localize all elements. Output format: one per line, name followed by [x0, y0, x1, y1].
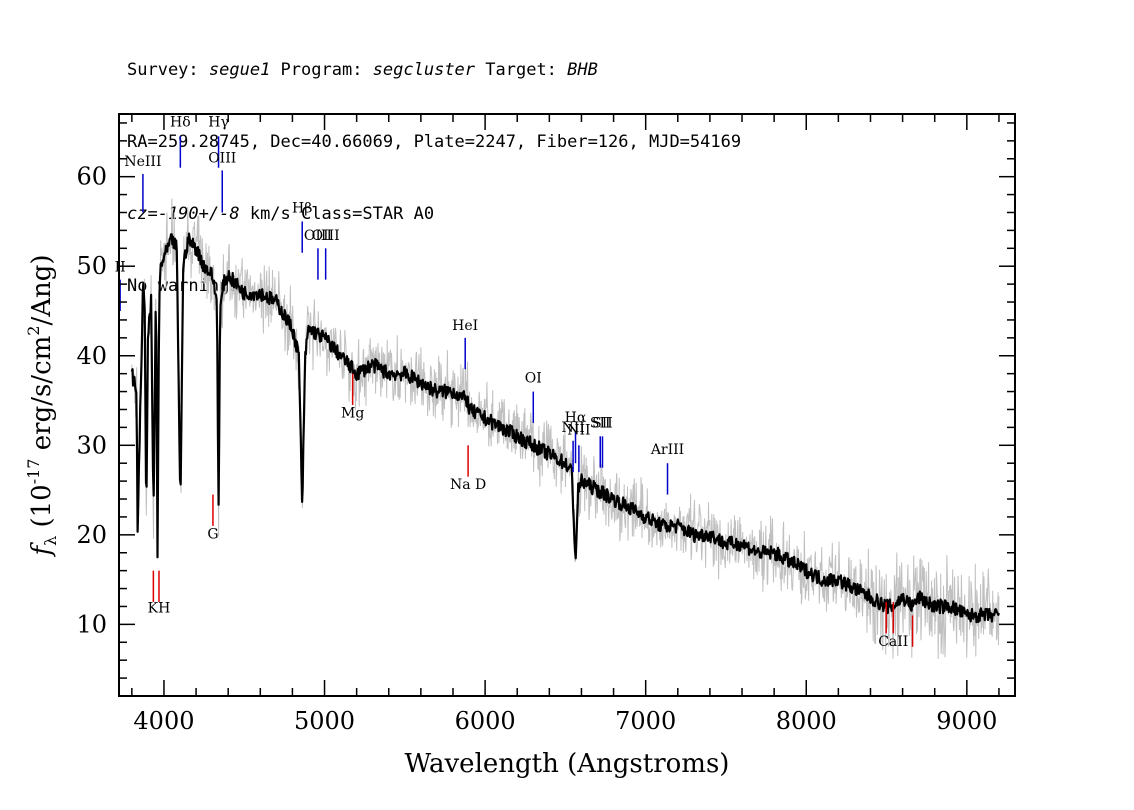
x-tick-label: 4000	[133, 707, 194, 735]
emission-line-label: NII	[561, 420, 584, 436]
emission-line-label: ArIII	[650, 442, 684, 458]
absorption-line-label: Na D	[450, 477, 486, 493]
emission-line-label: SII	[592, 415, 613, 431]
survey-value: segue1	[208, 60, 271, 80]
header-line-2: RA=259.28745, Dec=40.66069, Plate=2247, …	[127, 132, 742, 152]
emission-line-label: II	[115, 260, 126, 276]
emission-line-label: OI	[525, 371, 542, 387]
target-value: BHB	[567, 60, 598, 80]
x-tick-label: 9000	[936, 707, 997, 735]
noise-band	[131, 198, 1000, 660]
emission-line-label: NII	[567, 423, 590, 439]
absorption-line-label: G	[207, 526, 218, 542]
header-line-1: Survey: segue1 Program: segcluster Targe…	[127, 58, 741, 82]
y-tick-label: 20	[76, 521, 107, 549]
program-value: segcluster	[372, 60, 476, 80]
x-axis-label: Wavelength (Angstroms)	[405, 749, 730, 779]
emission-line-label: OIII	[304, 228, 332, 244]
emission-line-label: OIII	[312, 228, 340, 244]
plot-frame	[118, 113, 1016, 697]
y-tick-label: 40	[76, 342, 107, 370]
spectrum-series	[130, 232, 1000, 624]
emission-line-label: Hγ	[208, 115, 229, 131]
spectrum-header: Survey: segue1 Program: segcluster Targe…	[127, 10, 741, 322]
class-text: km/s Class=STAR A0	[239, 204, 435, 224]
absorption-line-label: Mg	[341, 406, 364, 422]
redshift-value: cz=-190+/-8	[127, 204, 240, 224]
emission-line-label: Hδ	[170, 115, 191, 131]
header-line-3: cz=-190+/-8 km/s Class=STAR A0	[127, 202, 741, 226]
x-tick-label: 7000	[615, 707, 676, 735]
spectrum-line	[130, 232, 1000, 624]
emission-line-label: Hβ	[292, 200, 312, 216]
absorption-line-label: CaII	[878, 634, 908, 650]
x-tick-label: 6000	[455, 707, 516, 735]
survey-label: Survey:	[127, 60, 209, 80]
svg-text:fλ (10-17 erg/s/cm2/Ang): fλ (10-17 erg/s/cm2/Ang)	[24, 254, 60, 557]
x-tick-label: 5000	[294, 707, 355, 735]
y-tick-label: 10	[76, 610, 107, 638]
emission-line-label: HeI	[452, 318, 478, 334]
absorption-line-label: KH	[148, 601, 171, 617]
program-label: Program:	[270, 60, 373, 80]
x-tick-label: 8000	[776, 707, 837, 735]
y-axis-label: fλ (10-17 erg/s/cm2/Ang)	[24, 254, 60, 557]
emission-line-label: OIII	[208, 150, 236, 166]
emission-line-label: Hα	[565, 410, 587, 426]
axis-ticks: 4000 5000 6000 7000 8000 9000 10 20 30 40 50 60	[76, 114, 1015, 735]
emission-line-label: SII	[590, 415, 611, 431]
emission-line-label: NeIII	[124, 154, 161, 170]
target-label: Target:	[475, 60, 568, 80]
y-tick-label: 30	[76, 431, 107, 459]
y-tick-label: 60	[76, 163, 107, 191]
y-tick-label: 50	[76, 252, 107, 280]
noise-trace	[131, 198, 1000, 660]
